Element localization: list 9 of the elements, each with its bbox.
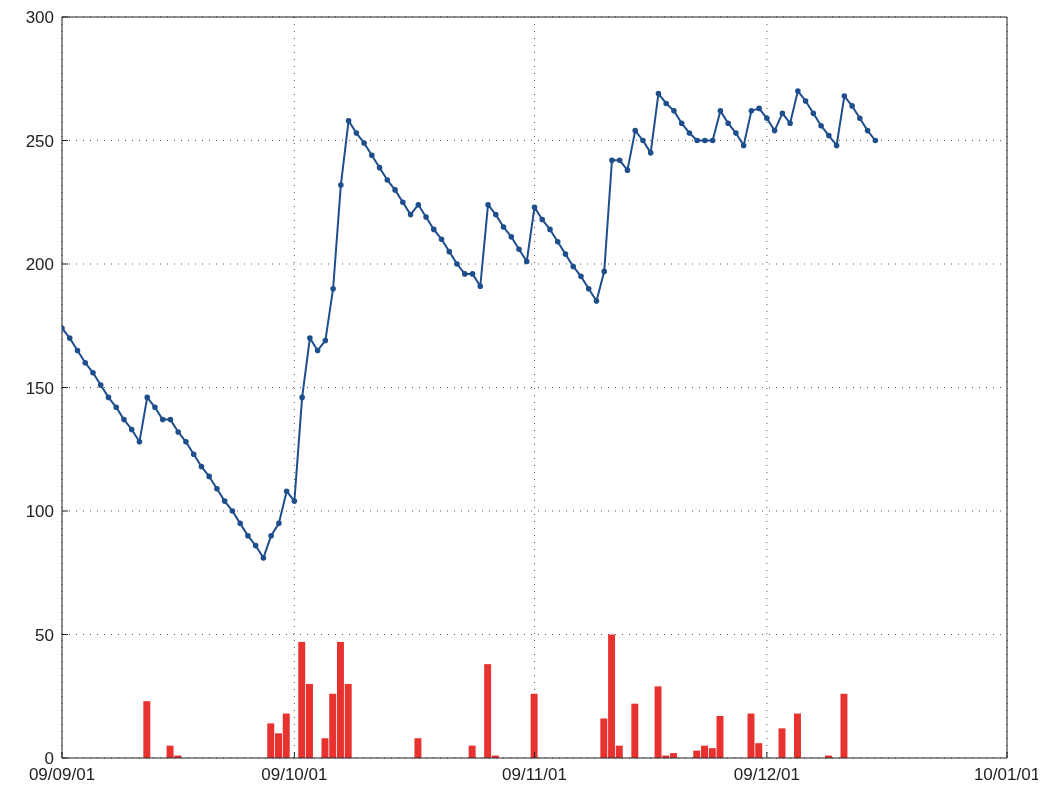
y-tick-label: 250 [25,131,54,151]
x-tick-label: 09/11/01 [502,765,567,785]
x-tick-label: 09/10/01 [261,765,328,785]
y-tick-label: 200 [25,255,54,275]
y-tick-label: 150 [25,378,54,398]
y-tick-label: 50 [35,625,54,645]
y-tick-label: 300 [25,8,54,28]
x-tick-label: 09/12/01 [733,765,800,785]
y-tick-label: 100 [25,502,54,522]
